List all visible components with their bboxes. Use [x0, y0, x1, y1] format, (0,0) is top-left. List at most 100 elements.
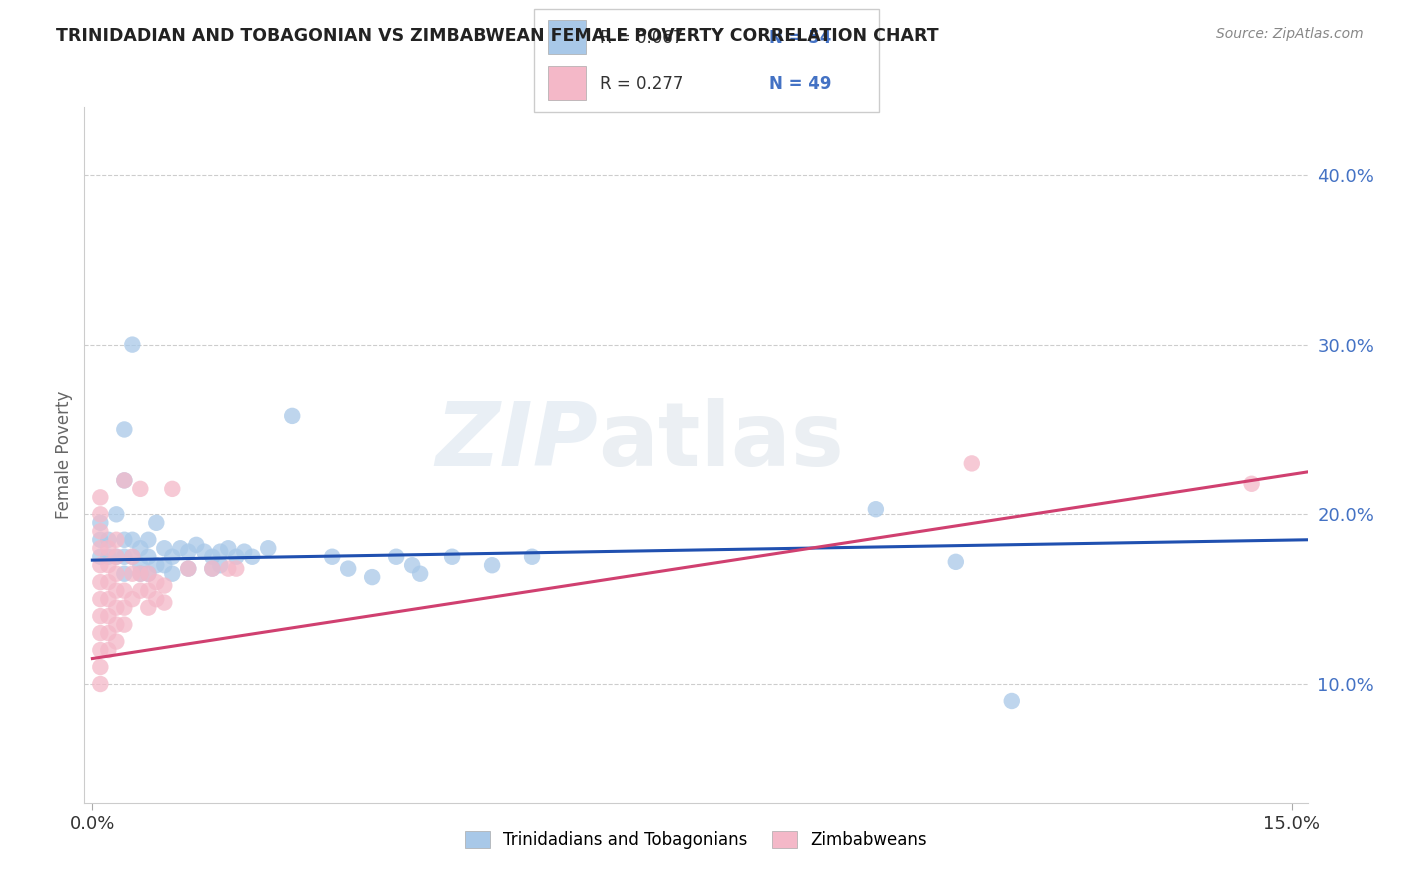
Point: [89, 524, 111, 539]
Point: [136, 600, 159, 615]
Point: [162, 482, 184, 496]
Text: R = 0.067: R = 0.067: [600, 29, 683, 46]
Point: [89, 533, 111, 547]
FancyBboxPatch shape: [534, 9, 879, 112]
Text: atlas: atlas: [598, 398, 844, 484]
Point: [112, 474, 135, 488]
Point: [193, 544, 215, 558]
Point: [97, 575, 120, 590]
Point: [105, 533, 128, 547]
Point: [209, 544, 232, 558]
FancyBboxPatch shape: [548, 66, 586, 100]
Point: [1240, 476, 1263, 491]
Point: [145, 558, 167, 573]
Point: [89, 592, 111, 607]
Point: [105, 617, 128, 632]
Point: [89, 609, 111, 624]
Point: [89, 491, 111, 505]
Point: [153, 578, 176, 592]
Point: [177, 561, 200, 575]
Point: [105, 549, 128, 564]
Point: [112, 533, 135, 547]
Point: [209, 558, 232, 573]
Point: [89, 643, 111, 657]
Point: [112, 474, 135, 488]
Point: [105, 600, 128, 615]
Point: [112, 600, 135, 615]
Point: [105, 583, 128, 598]
Point: [136, 566, 159, 581]
Point: [136, 566, 159, 581]
Point: [441, 549, 464, 564]
Point: [169, 541, 191, 556]
Point: [145, 575, 167, 590]
Point: [281, 409, 304, 423]
Point: [121, 549, 143, 564]
Point: [409, 566, 432, 581]
Point: [217, 541, 239, 556]
Point: [97, 541, 120, 556]
Point: [121, 566, 143, 581]
Point: [105, 566, 128, 581]
Point: [162, 549, 184, 564]
Point: [121, 533, 143, 547]
Point: [121, 337, 143, 351]
Point: [129, 482, 152, 496]
Point: [112, 422, 135, 436]
Point: [233, 544, 256, 558]
Point: [186, 538, 208, 552]
Point: [112, 566, 135, 581]
Point: [129, 541, 152, 556]
Text: TRINIDADIAN AND TOBAGONIAN VS ZIMBABWEAN FEMALE POVERTY CORRELATION CHART: TRINIDADIAN AND TOBAGONIAN VS ZIMBABWEAN…: [56, 27, 939, 45]
Point: [121, 592, 143, 607]
Legend: Trinidadians and Tobagonians, Zimbabweans: Trinidadians and Tobagonians, Zimbabwean…: [457, 822, 935, 857]
Point: [337, 561, 360, 575]
Point: [217, 561, 239, 575]
Point: [162, 566, 184, 581]
Point: [112, 583, 135, 598]
Point: [89, 508, 111, 522]
Y-axis label: Female Poverty: Female Poverty: [55, 391, 73, 519]
Point: [89, 575, 111, 590]
Text: Source: ZipAtlas.com: Source: ZipAtlas.com: [1216, 27, 1364, 41]
Text: N = 54: N = 54: [769, 29, 831, 46]
Point: [97, 549, 120, 564]
Point: [97, 533, 120, 547]
Point: [257, 541, 280, 556]
Point: [112, 617, 135, 632]
Point: [177, 561, 200, 575]
Point: [89, 541, 111, 556]
Point: [225, 561, 247, 575]
Text: N = 49: N = 49: [769, 75, 831, 93]
Point: [201, 561, 224, 575]
Point: [1001, 694, 1024, 708]
Point: [145, 592, 167, 607]
Point: [401, 558, 423, 573]
Point: [136, 583, 159, 598]
Point: [89, 558, 111, 573]
Point: [121, 549, 143, 564]
Point: [136, 549, 159, 564]
Point: [129, 583, 152, 598]
Point: [240, 549, 263, 564]
Point: [97, 558, 120, 573]
Point: [321, 549, 343, 564]
Point: [520, 549, 543, 564]
Text: ZIP: ZIP: [436, 398, 598, 484]
Point: [97, 592, 120, 607]
Point: [481, 558, 503, 573]
Text: R = 0.277: R = 0.277: [600, 75, 683, 93]
Point: [97, 643, 120, 657]
Point: [865, 502, 887, 516]
Point: [201, 549, 224, 564]
FancyBboxPatch shape: [548, 21, 586, 54]
Point: [153, 541, 176, 556]
Point: [97, 626, 120, 640]
Point: [129, 566, 152, 581]
Point: [89, 549, 111, 564]
Point: [89, 660, 111, 674]
Point: [225, 549, 247, 564]
Point: [105, 508, 128, 522]
Point: [201, 561, 224, 575]
Point: [960, 457, 983, 471]
